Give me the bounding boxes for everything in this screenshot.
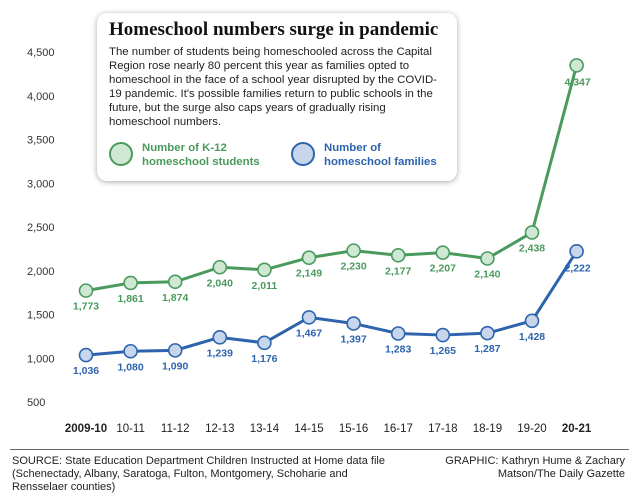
data-label: 2,140 bbox=[474, 269, 500, 281]
legend-label-families: Number of homeschool families bbox=[324, 142, 437, 168]
data-point bbox=[123, 343, 138, 359]
y-tick-label: 4,500 bbox=[27, 47, 55, 59]
graphic-credit: GRAPHIC: Kathryn Hume & Zachary Matson/T… bbox=[445, 455, 625, 480]
data-point bbox=[257, 262, 272, 278]
data-point bbox=[301, 310, 317, 325]
x-axis: 2009-10 10-11 11-12 12-13 13-14 14-15 15-16 16-… bbox=[65, 423, 592, 435]
data-label: 1,773 bbox=[73, 301, 99, 313]
data-point bbox=[569, 244, 584, 259]
x-tick-label: 17-18 bbox=[428, 423, 457, 435]
data-point bbox=[257, 335, 272, 351]
data-label: 2,040 bbox=[207, 277, 233, 289]
x-tick-label: 15-16 bbox=[339, 423, 368, 435]
info-box: Homeschool numbers surge in pandemic The… bbox=[97, 13, 457, 181]
x-tick-label: 16-17 bbox=[383, 423, 412, 435]
data-point bbox=[301, 250, 317, 266]
data-label: 1,428 bbox=[519, 331, 545, 343]
data-point bbox=[435, 327, 451, 343]
data-label: 1,090 bbox=[162, 360, 188, 372]
data-label: 2,011 bbox=[252, 280, 278, 292]
y-tick-label: 1,000 bbox=[27, 353, 55, 365]
data-label: 1,287 bbox=[474, 343, 500, 355]
series-line bbox=[85, 65, 579, 293]
footer-divider bbox=[10, 449, 629, 450]
data-label: 4,347 bbox=[564, 76, 590, 88]
data-label: 2,149 bbox=[296, 268, 322, 280]
y-tick-label: 500 bbox=[27, 397, 45, 409]
y-tick-label: 2,500 bbox=[27, 222, 55, 234]
data-label: 1,080 bbox=[117, 361, 143, 373]
data-label: 2,230 bbox=[340, 261, 366, 273]
data-label: 1,283 bbox=[385, 343, 411, 355]
y-tick-label: 3,500 bbox=[27, 135, 55, 147]
x-tick-label: 19-20 bbox=[517, 423, 546, 435]
x-tick-label: 10-11 bbox=[116, 423, 145, 435]
data-point bbox=[480, 251, 495, 266]
data-label: 2,438 bbox=[519, 242, 545, 254]
x-tick-label: 20-21 bbox=[562, 423, 592, 435]
y-axis: 500 1,000 1,500 2,000 2,500 3,000 3,500 4,000 4,… bbox=[27, 47, 55, 409]
chart-description: The number of students being homeschoole… bbox=[109, 46, 437, 128]
y-tick-label: 4,000 bbox=[27, 91, 55, 103]
y-tick-label: 2,000 bbox=[27, 266, 55, 278]
series-layer: 1,773 1,861 1,874 2,040 2,011 2,149 2,230 2,177… bbox=[73, 58, 591, 377]
data-label: 2,177 bbox=[385, 265, 411, 277]
data-label: 2,222 bbox=[564, 262, 590, 274]
chart-title: Homeschool numbers surge in pandemic bbox=[109, 19, 439, 40]
series-line bbox=[85, 250, 578, 357]
data-point bbox=[212, 330, 228, 345]
data-label: 1,265 bbox=[430, 345, 456, 357]
data-point bbox=[123, 275, 138, 291]
x-tick-label: 18-19 bbox=[473, 423, 502, 435]
data-point bbox=[390, 326, 406, 341]
data-label: 1,861 bbox=[117, 293, 143, 305]
x-tick-label: 13-14 bbox=[250, 423, 280, 435]
data-point bbox=[569, 58, 584, 73]
data-point bbox=[480, 325, 495, 341]
data-label: 1,467 bbox=[296, 327, 322, 339]
source-note: SOURCE: State Education Department Child… bbox=[12, 455, 385, 493]
data-label: 1,397 bbox=[340, 334, 366, 346]
data-point bbox=[78, 283, 94, 298]
data-point bbox=[524, 313, 540, 329]
data-label: 1,176 bbox=[251, 353, 277, 365]
y-tick-label: 3,000 bbox=[27, 178, 55, 190]
data-point bbox=[435, 245, 451, 260]
legend-label-students: Number of K-12 homeschool students bbox=[142, 142, 260, 168]
data-label: 1,036 bbox=[73, 365, 99, 377]
x-tick-label: 12-13 bbox=[205, 423, 234, 435]
data-point bbox=[167, 343, 183, 358]
y-tick-label: 1,500 bbox=[27, 310, 55, 322]
data-point bbox=[346, 243, 361, 258]
data-point bbox=[524, 225, 540, 240]
data-point bbox=[78, 347, 94, 363]
data-point bbox=[212, 259, 228, 275]
x-tick-label: 2009-10 bbox=[65, 423, 107, 435]
x-tick-label: 14-15 bbox=[294, 423, 323, 435]
data-point bbox=[390, 247, 406, 263]
legend: Number of K-12 homeschool students Numbe… bbox=[109, 139, 449, 175]
legend-marker-students bbox=[109, 142, 133, 166]
data-point bbox=[346, 316, 361, 331]
data-label: 1,874 bbox=[162, 292, 188, 304]
data-label: 1,239 bbox=[207, 347, 233, 359]
data-label: 2,207 bbox=[430, 263, 456, 275]
data-point bbox=[167, 274, 183, 290]
legend-marker-families bbox=[291, 142, 315, 166]
x-tick-label: 11-12 bbox=[161, 423, 190, 435]
